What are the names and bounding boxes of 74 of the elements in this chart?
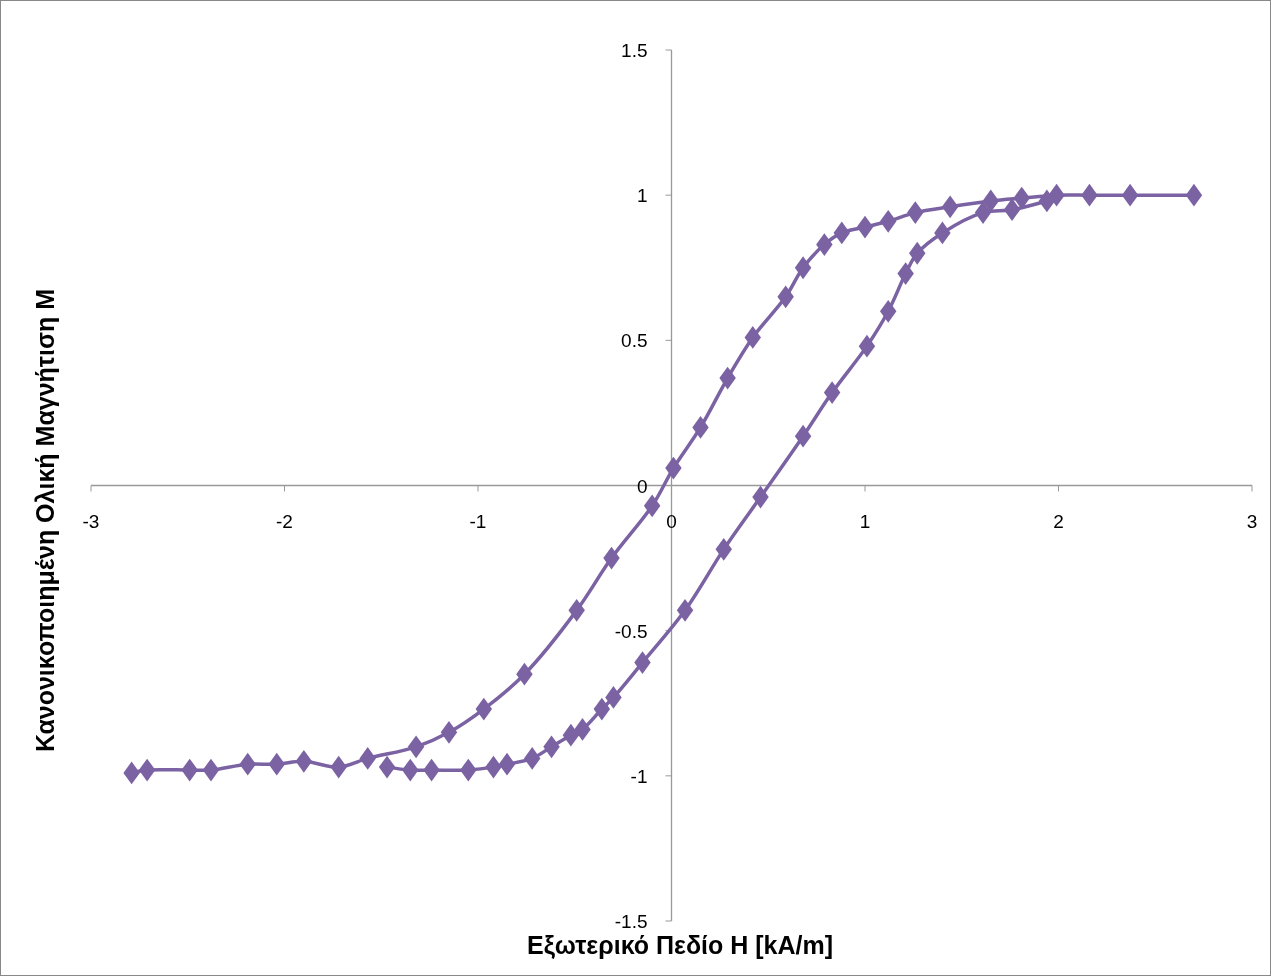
point bbox=[982, 189, 999, 213]
point bbox=[378, 755, 396, 779]
x-axis-title: Εξωτερικό Πεδίο H [kA/m] bbox=[526, 931, 834, 959]
x-tick-label: -2 bbox=[276, 510, 293, 532]
y-tick-label: 0 bbox=[636, 475, 648, 497]
point bbox=[268, 752, 285, 776]
y-tick-label: -0.5 bbox=[614, 620, 648, 642]
point bbox=[1003, 198, 1021, 222]
point bbox=[816, 233, 833, 256]
point bbox=[907, 201, 924, 224]
point bbox=[643, 494, 661, 518]
point bbox=[752, 485, 769, 509]
y-axis-title: Κανονικοποιημένη Ολική Μαγνήτιση M bbox=[31, 288, 59, 753]
point bbox=[202, 758, 220, 782]
point bbox=[330, 755, 347, 779]
point bbox=[402, 758, 419, 782]
point bbox=[516, 662, 533, 686]
point bbox=[974, 201, 992, 224]
point bbox=[676, 598, 694, 622]
x-tick-label: -3 bbox=[82, 510, 100, 532]
point bbox=[665, 456, 682, 480]
point bbox=[777, 285, 794, 309]
point bbox=[934, 221, 951, 245]
point bbox=[719, 366, 736, 390]
y-tick-label: 1 bbox=[636, 185, 648, 207]
point bbox=[634, 651, 651, 674]
point bbox=[909, 241, 926, 265]
point bbox=[879, 209, 897, 233]
point bbox=[440, 720, 458, 744]
x-tick-label: 3 bbox=[1246, 510, 1258, 532]
point bbox=[603, 546, 620, 570]
y-tick-label: -1.5 bbox=[614, 911, 648, 932]
point bbox=[1081, 183, 1098, 207]
y-tick-label: 1.5 bbox=[621, 40, 648, 61]
x-tick-label: 0 bbox=[666, 510, 677, 532]
point bbox=[744, 326, 761, 349]
point bbox=[123, 761, 140, 785]
point bbox=[1038, 189, 1056, 213]
y-tick-label: 0.5 bbox=[621, 330, 648, 352]
point bbox=[181, 758, 198, 782]
point bbox=[460, 758, 477, 782]
point bbox=[407, 735, 425, 759]
point bbox=[879, 299, 897, 323]
point bbox=[692, 416, 709, 439]
point bbox=[562, 723, 580, 747]
point bbox=[897, 262, 914, 285]
point bbox=[568, 598, 585, 622]
point bbox=[138, 758, 156, 782]
point bbox=[1121, 183, 1139, 207]
point bbox=[239, 752, 256, 776]
point bbox=[794, 256, 812, 280]
point bbox=[794, 424, 812, 448]
point bbox=[543, 735, 560, 759]
point bbox=[359, 747, 376, 770]
point bbox=[593, 697, 611, 721]
point bbox=[295, 749, 313, 773]
point bbox=[574, 717, 591, 741]
point bbox=[498, 752, 516, 776]
point bbox=[475, 697, 493, 721]
point bbox=[485, 755, 502, 779]
point bbox=[1185, 183, 1203, 207]
x-tick-label: 1 bbox=[859, 510, 871, 532]
x-tick-label: -1 bbox=[469, 510, 487, 532]
point bbox=[715, 537, 732, 561]
y-tick-label: -1 bbox=[630, 765, 648, 787]
x-tick-label: 2 bbox=[1053, 510, 1064, 532]
point bbox=[941, 195, 959, 219]
point bbox=[858, 334, 876, 358]
point bbox=[856, 215, 874, 239]
point bbox=[823, 381, 841, 404]
point bbox=[833, 221, 851, 245]
point bbox=[523, 747, 541, 770]
point bbox=[423, 758, 440, 782]
point bbox=[605, 686, 622, 709]
